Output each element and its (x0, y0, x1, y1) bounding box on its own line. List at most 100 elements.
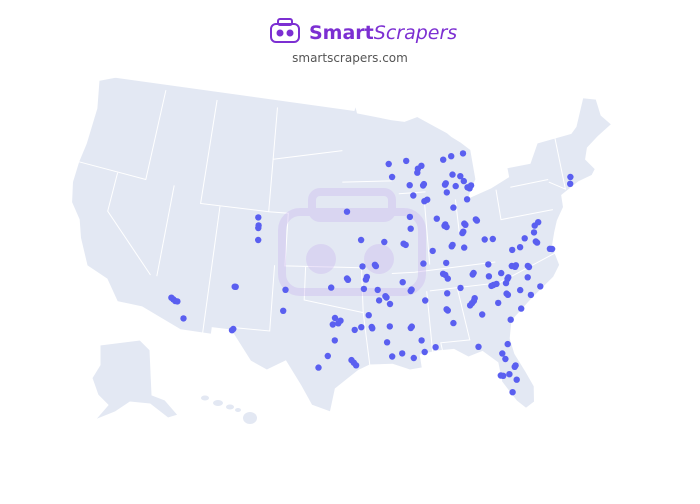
location-dot (174, 298, 181, 305)
location-dot (479, 311, 486, 318)
location-dot (432, 344, 439, 351)
location-dot (282, 286, 289, 293)
location-dot (457, 173, 464, 180)
location-dot (328, 284, 335, 291)
location-dot (369, 325, 376, 332)
location-dot (469, 271, 476, 278)
location-dot (418, 337, 425, 344)
state-border (391, 261, 496, 274)
location-dot (180, 315, 187, 322)
location-dot (497, 372, 504, 379)
brand-italic: Scrapers (374, 22, 458, 44)
location-dot (459, 150, 467, 157)
location-dot (443, 259, 450, 267)
alaska-inset (91, 339, 179, 421)
location-dot (444, 290, 451, 297)
location-dot (331, 337, 338, 344)
state-border (510, 179, 549, 188)
state-border (156, 185, 175, 277)
location-dot (343, 275, 351, 282)
location-dot (537, 283, 544, 290)
location-dot (489, 235, 496, 243)
state-border (268, 211, 362, 269)
state-border (361, 267, 371, 366)
location-dot (509, 246, 516, 254)
state-border (454, 199, 460, 234)
location-dot (462, 221, 469, 228)
location-dot (365, 312, 372, 319)
state-border (424, 202, 431, 265)
location-dot (481, 236, 488, 243)
location-dot (548, 245, 556, 253)
hawaii-inset (201, 395, 257, 424)
location-dot (429, 247, 436, 255)
location-dot (460, 177, 467, 185)
location-dot (517, 286, 524, 294)
location-dot (420, 180, 428, 188)
location-dot (518, 305, 525, 312)
location-dot (414, 169, 421, 176)
location-dot (443, 189, 450, 196)
us-outline (70, 76, 613, 413)
location-dot (508, 262, 515, 270)
location-dot (485, 261, 492, 268)
location-dot (449, 171, 456, 178)
state-border (78, 90, 167, 181)
location-dot (444, 307, 451, 314)
location-dot (450, 204, 457, 211)
location-dot (168, 294, 175, 301)
location-dot (386, 300, 394, 308)
state-border (429, 251, 558, 292)
location-dot (521, 235, 528, 242)
site-url: smartscrapers.com (292, 51, 408, 65)
location-dot (357, 236, 365, 244)
location-dot (530, 229, 538, 236)
location-dot (408, 323, 415, 330)
location-dot (433, 215, 440, 222)
location-dot (337, 317, 344, 324)
state-border (230, 265, 276, 332)
location-dot (452, 182, 459, 190)
location-dot (385, 160, 392, 168)
location-dot (567, 180, 574, 187)
location-dot (230, 325, 237, 333)
location-dot (503, 290, 510, 297)
location-dot (406, 182, 413, 189)
location-dot (399, 279, 406, 286)
location-dot (506, 371, 513, 378)
location-dot (280, 307, 287, 314)
location-dot (444, 275, 451, 282)
location-dot (509, 389, 516, 396)
location-dot (475, 343, 482, 350)
location-dot (422, 297, 429, 304)
location-dot (567, 173, 574, 181)
location-dot (358, 324, 365, 331)
location-dot (399, 350, 406, 357)
location-dot (449, 241, 456, 249)
location-dot (463, 196, 471, 203)
location-dot (460, 228, 467, 235)
state-border (342, 180, 393, 183)
location-dot (495, 299, 502, 307)
state-border (495, 189, 553, 221)
location-dot (406, 213, 414, 221)
location-dot (408, 286, 415, 293)
location-dot (440, 156, 447, 163)
location-dot (505, 274, 512, 281)
location-dots (168, 150, 574, 396)
location-dot (381, 238, 388, 246)
state-border (200, 99, 278, 213)
location-dot (421, 198, 428, 205)
location-dot (403, 157, 410, 165)
location-dot (359, 263, 366, 270)
location-dot (450, 319, 457, 327)
location-dot (466, 302, 474, 309)
location-dot (461, 244, 468, 251)
location-dot (255, 222, 262, 229)
location-dot (343, 208, 351, 215)
location-dot (232, 283, 239, 290)
brand-name: SmartScrapers (309, 22, 457, 44)
brand-bold: Smart (309, 22, 374, 44)
location-dot (471, 295, 478, 302)
